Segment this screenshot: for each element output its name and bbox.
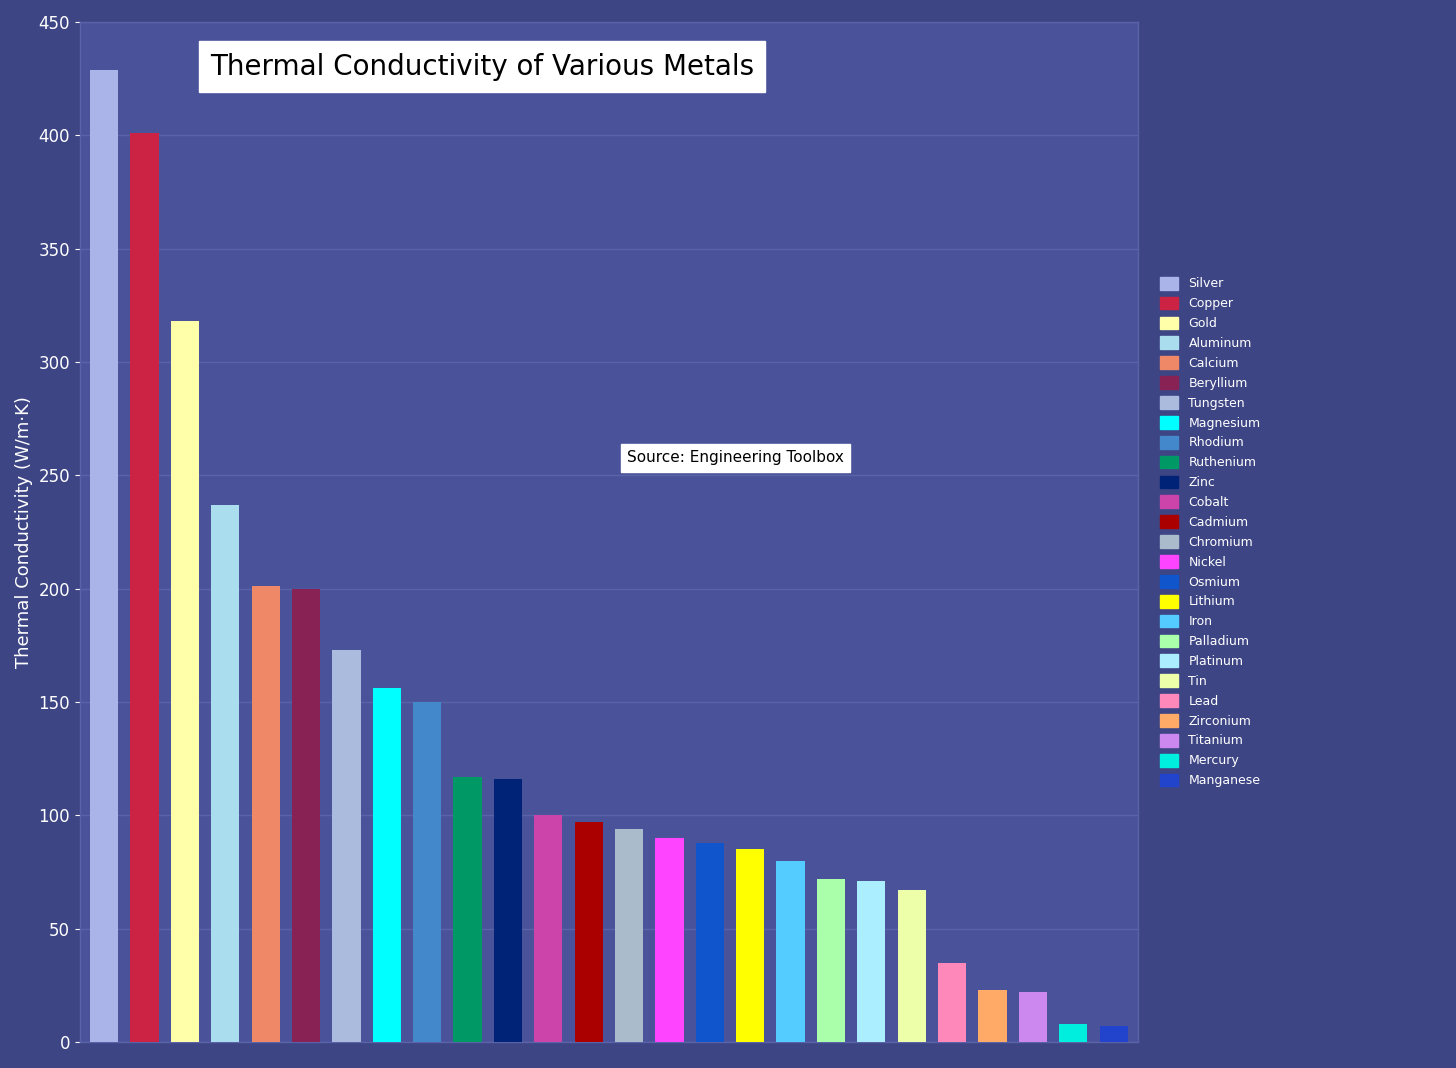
Bar [170,321,199,1042]
Bar [817,879,844,1042]
Bar [575,822,603,1042]
Bar [614,829,644,1042]
Bar [1019,992,1047,1042]
Bar [696,843,724,1042]
Bar [1059,1024,1088,1042]
Bar [373,689,400,1042]
Bar [1099,1026,1128,1042]
Bar [211,505,239,1042]
Bar [858,881,885,1042]
Bar [776,861,805,1042]
Text: Source: Engineering Toolbox: Source: Engineering Toolbox [628,451,844,466]
Bar [534,815,562,1042]
Bar [332,649,361,1042]
Bar [978,990,1006,1042]
Bar [453,776,482,1042]
Bar [90,69,118,1042]
Bar [737,849,764,1042]
Bar [655,838,683,1042]
Bar [494,779,523,1042]
Bar [252,586,280,1042]
Bar [131,134,159,1042]
Legend: Silver, Copper, Gold, Aluminum, Calcium, Beryllium, Tungsten, Magnesium, Rhodium: Silver, Copper, Gold, Aluminum, Calcium,… [1155,271,1265,792]
Bar [897,890,926,1042]
Bar [938,962,967,1042]
Text: Thermal Conductivity of Various Metals: Thermal Conductivity of Various Metals [210,52,754,80]
Y-axis label: Thermal Conductivity (W/m·K): Thermal Conductivity (W/m·K) [15,396,33,668]
Bar [414,702,441,1042]
Bar [291,588,320,1042]
